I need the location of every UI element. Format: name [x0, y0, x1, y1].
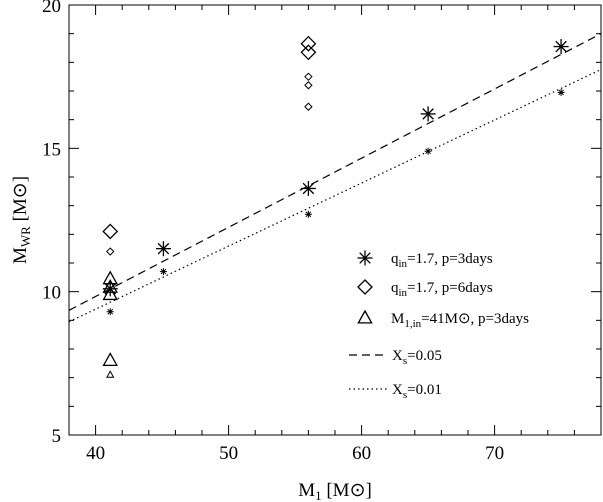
fit-line-dotted [68, 68, 602, 323]
y-axis-label: MWR [M⊙] [10, 176, 33, 264]
asterisk-point-small [106, 308, 114, 316]
legend: qin=1.7, p=3days qin=1.7, p=6days M1,in=41… [349, 250, 529, 401]
asterisk-point-small [304, 210, 312, 218]
legend-item: M1,in=41M⊙, p=3days [357, 309, 529, 330]
asterisk-point-large [420, 106, 436, 122]
asterisk-point-small [557, 88, 565, 96]
diamond-point-small [106, 247, 115, 256]
asterisk-point-large [300, 180, 316, 196]
y-tick-label: 10 [42, 283, 61, 304]
legend-item: Xs=0.05 [349, 348, 442, 367]
diamond-point-small [304, 102, 313, 111]
diamond-point-small [304, 81, 313, 90]
triangle-point-small [106, 370, 115, 378]
x-tick-label: 60 [352, 443, 371, 464]
diamond-point-large [102, 223, 119, 240]
legend-item: qin=1.7, p=3days [357, 250, 493, 270]
triangle-point-large [102, 286, 118, 301]
triangle-point-large [102, 352, 118, 367]
legend-label: qin=1.7, p=6days [391, 280, 493, 299]
legend-marker-asterisk [357, 250, 373, 266]
y-tick-label: 20 [42, 0, 61, 17]
legend-item: qin=1.7, p=6days [357, 279, 493, 299]
y-tick-label: 15 [42, 139, 61, 160]
diamond-point-small [304, 72, 313, 81]
y-tick-label: 5 [52, 426, 62, 447]
fit-line-dashed [68, 33, 602, 311]
fit-lines [68, 33, 602, 323]
x-tick-label: 50 [219, 443, 238, 464]
legend-label: M1,in=41M⊙, p=3days [391, 311, 529, 330]
plot-frame [68, 4, 602, 436]
legend-label: Xs=0.05 [392, 348, 442, 367]
diamond-point-large [300, 35, 317, 52]
legend-item: Xs=0.01 [349, 382, 442, 401]
x-tick-label: 70 [485, 443, 504, 464]
triangle-point-large [102, 279, 118, 293]
asterisk-point-small [424, 147, 432, 155]
tick-labels: 40 50 60 70 5 10 15 20 [42, 0, 504, 464]
asterisk-point-large [553, 39, 569, 55]
asterisk-point-small [159, 268, 167, 276]
legend-marker-triangle [357, 309, 373, 324]
asterisk-point-large [155, 241, 171, 257]
axis-ticks [68, 4, 602, 436]
legend-label: qin=1.7, p=3days [391, 251, 493, 270]
diamond-point-large [300, 44, 317, 61]
triangle-point-large [102, 270, 118, 285]
legend-label: Xs=0.01 [392, 382, 442, 401]
legend-marker-diamond [357, 279, 373, 295]
x-axis-label: M1 [M⊙] [298, 480, 372, 502]
data-points [102, 35, 569, 378]
x-tick-label: 40 [86, 443, 105, 464]
